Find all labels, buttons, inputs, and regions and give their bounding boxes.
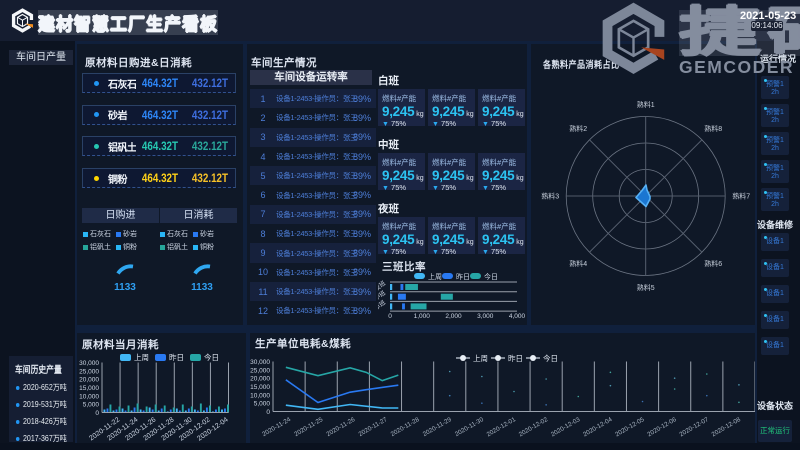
svg-text:10,000: 10,000 xyxy=(250,392,270,399)
svg-text:今日: 今日 xyxy=(543,353,558,363)
svg-text:15,000: 15,000 xyxy=(250,384,270,391)
svg-text:熟料5: 熟料5 xyxy=(637,283,655,292)
svg-text:今日: 今日 xyxy=(204,352,219,362)
svg-text:2020-12-01: 2020-12-01 xyxy=(486,416,518,438)
svg-text:1,000: 1,000 xyxy=(414,313,431,320)
svg-text:10,000: 10,000 xyxy=(79,393,99,400)
svg-text:2020-12-02: 2020-12-02 xyxy=(518,416,550,438)
svg-text:2020-12-06: 2020-12-06 xyxy=(646,416,678,438)
svg-text:熟料3: 熟料3 xyxy=(541,192,559,201)
svg-text:熟料7: 熟料7 xyxy=(732,192,750,201)
svg-text:2020-12-08: 2020-12-08 xyxy=(711,416,743,438)
svg-text:2020-11-24: 2020-11-24 xyxy=(261,416,292,438)
svg-text:熟料8: 熟料8 xyxy=(704,124,722,133)
svg-text:2020-11-27: 2020-11-27 xyxy=(357,416,388,438)
svg-text:2,000: 2,000 xyxy=(445,313,462,320)
svg-text:2020-12-05: 2020-12-05 xyxy=(614,416,646,438)
svg-text:2020-11-26: 2020-11-26 xyxy=(325,416,356,438)
svg-text:0: 0 xyxy=(266,409,270,416)
svg-text:上周: 上周 xyxy=(428,272,442,281)
svg-text:4,000: 4,000 xyxy=(509,313,526,320)
svg-text:昨日: 昨日 xyxy=(169,352,184,362)
svg-text:15,000: 15,000 xyxy=(79,385,99,392)
svg-text:今日: 今日 xyxy=(484,272,498,281)
svg-text:30,000: 30,000 xyxy=(250,359,270,366)
svg-text:5,000: 5,000 xyxy=(254,401,271,408)
svg-text:2020-11-28: 2020-11-28 xyxy=(390,416,421,438)
svg-text:熟料2: 熟料2 xyxy=(569,124,587,133)
svg-text:2020-11-29: 2020-11-29 xyxy=(422,416,453,438)
svg-text:0: 0 xyxy=(388,313,392,320)
svg-text:2020-11-25: 2020-11-25 xyxy=(293,416,324,438)
svg-text:30,000: 30,000 xyxy=(79,360,99,367)
svg-text:0: 0 xyxy=(95,410,99,417)
svg-text:上周: 上周 xyxy=(134,353,149,362)
svg-text:2020-12-07: 2020-12-07 xyxy=(678,416,710,438)
svg-text:熟料4: 熟料4 xyxy=(569,259,587,268)
svg-text:25,000: 25,000 xyxy=(79,368,99,375)
svg-text:3,000: 3,000 xyxy=(477,313,494,320)
svg-text:25,000: 25,000 xyxy=(250,367,270,374)
svg-text:2020-12-04: 2020-12-04 xyxy=(582,416,614,438)
svg-text:上周: 上周 xyxy=(473,354,488,363)
svg-text:昨日: 昨日 xyxy=(508,353,523,363)
svg-text:熟料6: 熟料6 xyxy=(704,259,722,268)
svg-text:2020-12-03: 2020-12-03 xyxy=(550,416,582,438)
svg-text:20,000: 20,000 xyxy=(250,376,270,383)
svg-text:熟料1: 熟料1 xyxy=(637,100,655,109)
svg-text:昨日: 昨日 xyxy=(456,272,470,281)
svg-text:20,000: 20,000 xyxy=(79,377,99,384)
svg-text:5,000: 5,000 xyxy=(83,402,100,409)
svg-text:2020-11-30: 2020-11-30 xyxy=(454,416,485,438)
